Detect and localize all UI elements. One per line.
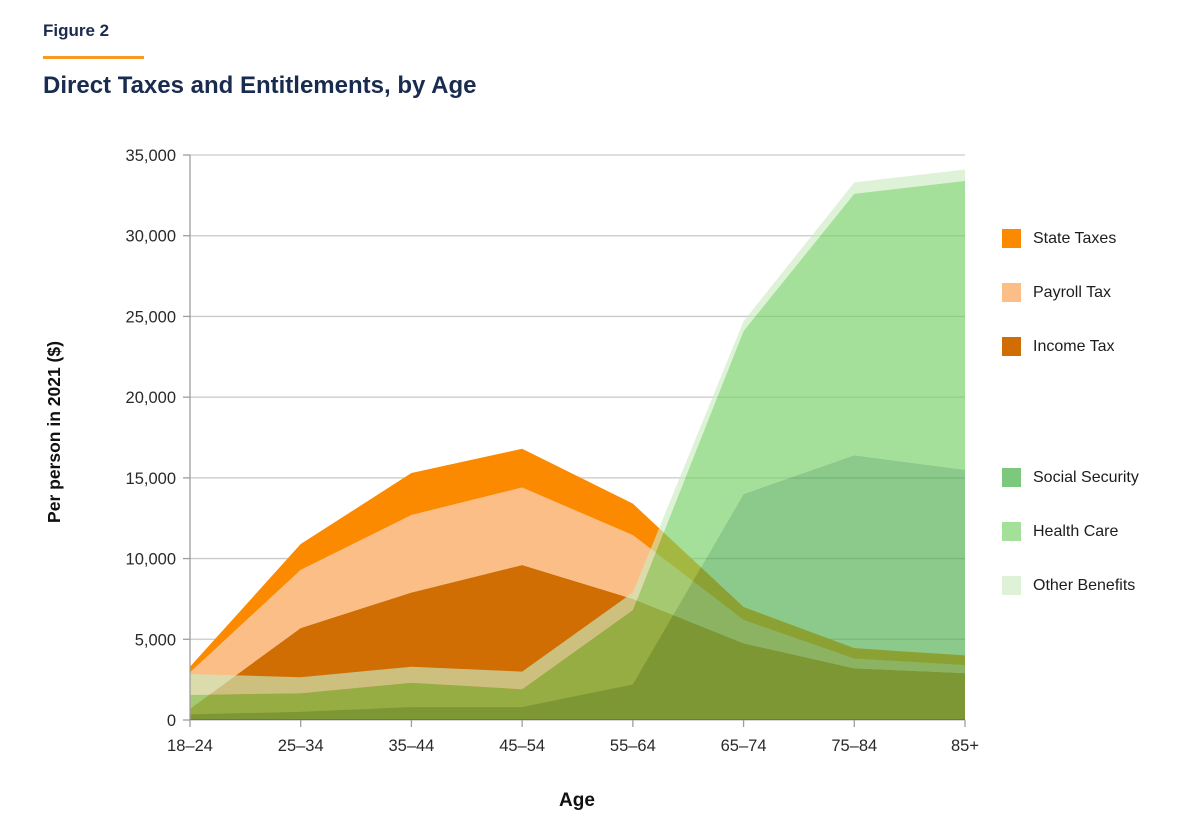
y-tick-label: 15,000 xyxy=(126,470,176,488)
legend-label: State Taxes xyxy=(1033,229,1117,247)
y-tick-label: 10,000 xyxy=(126,551,176,569)
legend-entitlements: Social Security Health Care Other Benefits xyxy=(1002,468,1139,630)
page-title: Direct Taxes and Entitlements, by Age xyxy=(43,72,477,99)
legend-swatch xyxy=(1002,337,1021,356)
x-tick-label: 55–64 xyxy=(610,737,656,755)
y-tick-label: 30,000 xyxy=(126,228,176,246)
legend-item: State Taxes xyxy=(1002,229,1116,248)
y-tick-label: 0 xyxy=(167,712,176,730)
legend-item: Income Tax xyxy=(1002,337,1116,356)
y-tick-label: 35,000 xyxy=(126,147,176,165)
legend-swatch xyxy=(1002,468,1021,487)
legend-label: Health Care xyxy=(1033,522,1119,540)
legend-taxes: State Taxes Payroll Tax Income Tax xyxy=(1002,229,1116,391)
legend-swatch xyxy=(1002,283,1021,302)
x-tick-label: 45–54 xyxy=(499,737,545,755)
y-tick-label: 25,000 xyxy=(126,308,176,326)
legend-item: Other Benefits xyxy=(1002,576,1139,595)
legend-label: Other Benefits xyxy=(1033,576,1136,594)
figure-label: Figure 2 xyxy=(43,21,110,40)
legend-swatch xyxy=(1002,576,1021,595)
x-tick-label: 25–34 xyxy=(278,737,324,755)
accent-rule xyxy=(43,56,144,59)
legend-swatch xyxy=(1002,229,1021,248)
y-tick-label: 20,000 xyxy=(126,389,176,407)
y-axis-title: Per person in 2021 ($) xyxy=(44,341,64,523)
area-state-taxes xyxy=(190,448,965,673)
legend-item: Health Care xyxy=(1002,522,1139,541)
legend-item: Payroll Tax xyxy=(1002,283,1116,302)
x-tick-label: 65–74 xyxy=(721,737,767,755)
x-axis-title: Age xyxy=(559,790,595,811)
legend-label: Payroll Tax xyxy=(1033,283,1111,301)
axes xyxy=(183,154,966,727)
x-tick-label: 75–84 xyxy=(831,737,877,755)
y-tick-label: 5,000 xyxy=(135,631,176,649)
legend-label: Income Tax xyxy=(1033,337,1115,355)
x-tick-label: 35–44 xyxy=(388,737,434,755)
area-series xyxy=(190,169,965,720)
axis-tick-labels: 0 5,000 10,000 15,000 20,000 25,000 30,000 35,0… xyxy=(126,147,979,755)
legend-item: Social Security xyxy=(1002,468,1139,487)
area-health-care xyxy=(190,180,965,715)
legend-label: Social Security xyxy=(1033,468,1139,486)
x-tick-label: 85+ xyxy=(951,737,979,755)
area-payroll-tax xyxy=(190,487,965,709)
area-social-security xyxy=(190,455,965,720)
legend-swatch xyxy=(1002,522,1021,541)
x-tick-label: 18–24 xyxy=(167,737,213,755)
